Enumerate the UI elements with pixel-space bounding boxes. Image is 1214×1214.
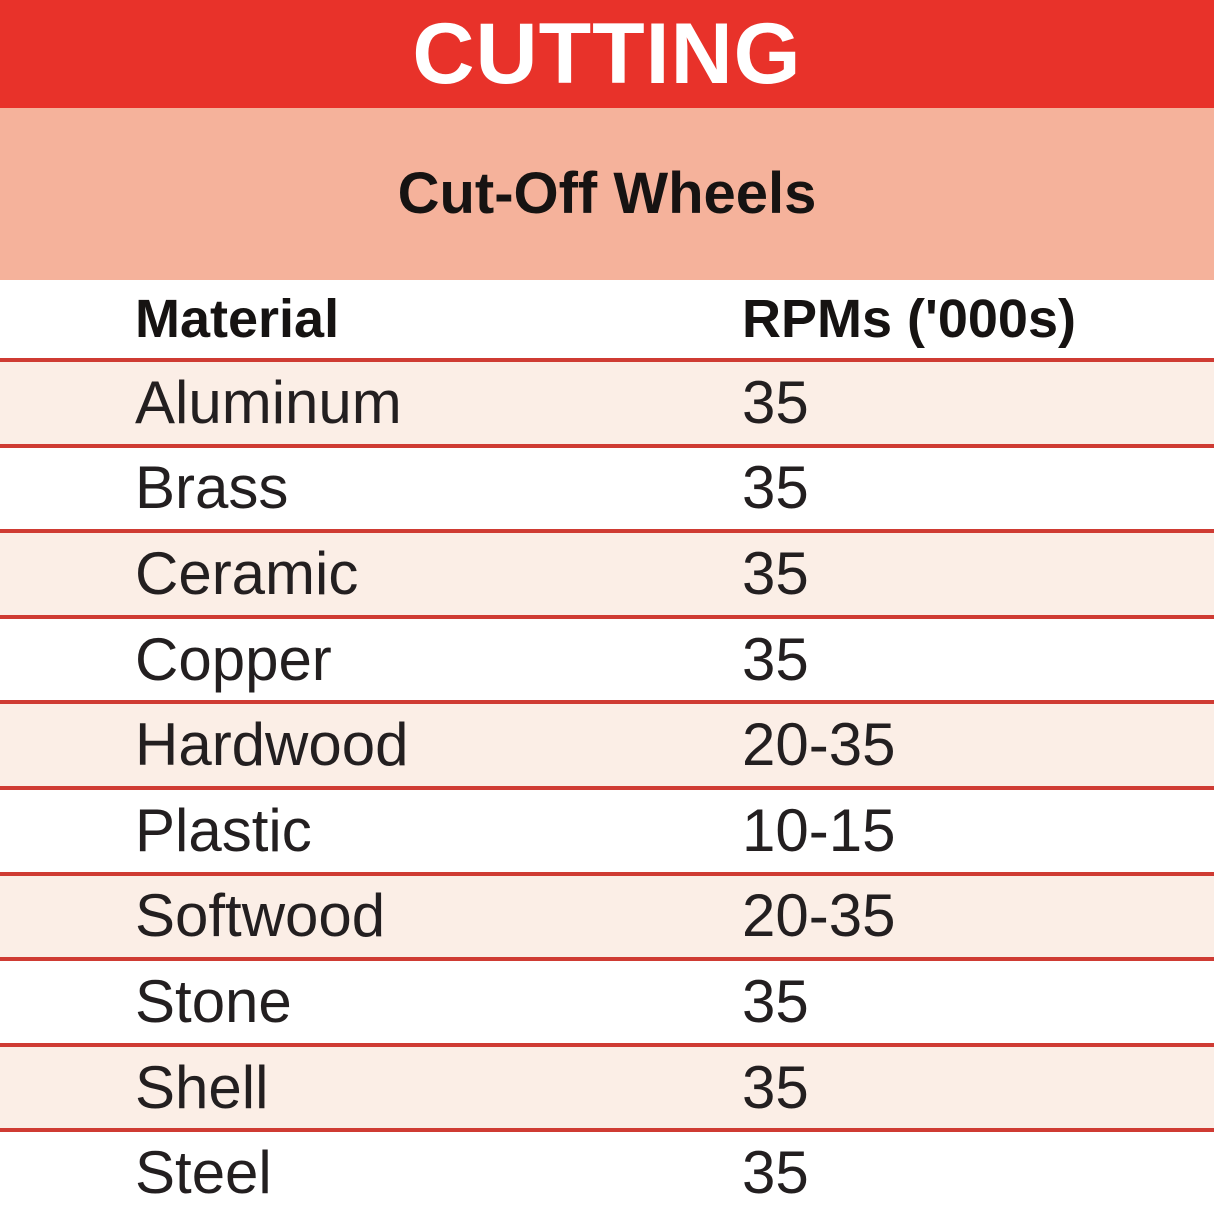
table-row: Hardwood 20-35 [0, 700, 1214, 786]
rpm-cell: 20-35 [742, 711, 896, 779]
table-header-row: Material RPMs ('000s) [0, 280, 1214, 358]
material-cell: Brass [135, 454, 289, 522]
column-header-material: Material [135, 289, 340, 349]
table-row: Plastic 10-15 [0, 785, 1214, 872]
material-cell: Steel [135, 1139, 272, 1207]
subbanner-title: Cut-Off Wheels [397, 161, 817, 226]
rpm-cell: 35 [742, 368, 809, 436]
material-cell: Plastic [135, 796, 312, 864]
material-cell: Copper [135, 625, 332, 693]
banner-title: CUTTING [412, 6, 802, 102]
table-row: Copper 35 [0, 614, 1214, 701]
material-cell: Shell [135, 1053, 269, 1121]
material-cell: Stone [135, 967, 292, 1035]
table-row: Aluminum 35 [0, 358, 1214, 444]
material-cell: Ceramic [135, 539, 359, 607]
column-header-rpms: RPMs ('000s) [742, 289, 1076, 349]
rpm-cell: 20-35 [742, 882, 896, 950]
cutting-banner: CUTTING [0, 0, 1214, 108]
table-row: Stone 35 [0, 957, 1214, 1043]
rpm-cell: 35 [742, 539, 809, 607]
rpm-cell: 35 [742, 1139, 809, 1207]
material-cell: Hardwood [135, 711, 409, 779]
table-row: Softwood 20-35 [0, 871, 1214, 958]
table-row: Brass 35 [0, 443, 1214, 530]
rpm-cell: 35 [742, 1053, 809, 1121]
rpm-cell: 35 [742, 625, 809, 693]
cut-off-wheels-band: Cut-Off Wheels [0, 108, 1214, 280]
rpm-cell: 35 [742, 967, 809, 1035]
table-row: Shell 35 [0, 1042, 1214, 1129]
rpm-table: Material RPMs ('000s) Aluminum 35 Brass … [0, 280, 1214, 1214]
material-cell: Aluminum [135, 368, 402, 436]
table-row: Steel 35 [0, 1128, 1214, 1214]
rpm-cell: 10-15 [742, 796, 896, 864]
table-row: Ceramic 35 [0, 529, 1214, 615]
material-cell: Softwood [135, 882, 386, 950]
rpm-cell: 35 [742, 454, 809, 522]
